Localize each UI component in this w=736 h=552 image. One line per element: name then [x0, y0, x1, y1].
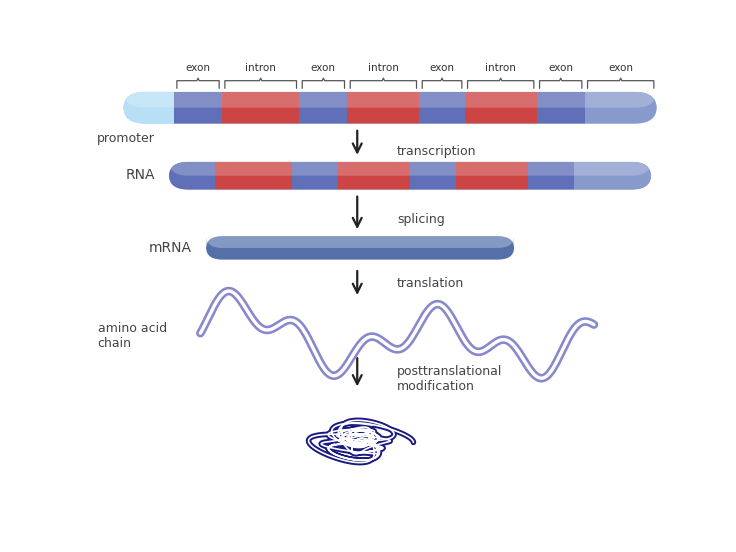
- Bar: [169, 162, 215, 189]
- Bar: [347, 92, 420, 124]
- Bar: [300, 92, 347, 124]
- Text: intron: intron: [368, 63, 399, 73]
- Bar: [222, 92, 300, 124]
- Text: amino acid
chain: amino acid chain: [98, 322, 167, 350]
- Bar: [338, 162, 410, 189]
- Bar: [537, 92, 584, 124]
- FancyBboxPatch shape: [169, 162, 651, 189]
- Text: intron: intron: [485, 63, 516, 73]
- FancyBboxPatch shape: [206, 236, 514, 259]
- Text: exon: exon: [430, 63, 455, 73]
- Text: exon: exon: [311, 63, 336, 73]
- Text: transcription: transcription: [397, 145, 477, 158]
- Bar: [420, 92, 464, 124]
- Bar: [410, 162, 456, 189]
- Text: exon: exon: [608, 63, 633, 73]
- Bar: [574, 162, 651, 189]
- Text: posttranslational
modification: posttranslational modification: [397, 365, 503, 392]
- FancyBboxPatch shape: [124, 92, 657, 124]
- FancyBboxPatch shape: [124, 91, 657, 108]
- Text: exon: exon: [548, 63, 573, 73]
- Bar: [528, 162, 574, 189]
- Bar: [174, 92, 222, 124]
- Bar: [292, 162, 338, 189]
- Bar: [584, 92, 657, 124]
- Text: splicing: splicing: [397, 213, 445, 226]
- Text: translation: translation: [397, 277, 464, 289]
- Text: intron: intron: [245, 63, 276, 73]
- Text: mRNA: mRNA: [149, 241, 192, 255]
- FancyBboxPatch shape: [206, 236, 514, 248]
- FancyBboxPatch shape: [169, 161, 651, 176]
- Bar: [215, 162, 292, 189]
- Text: promoter: promoter: [96, 132, 155, 145]
- Bar: [124, 92, 174, 124]
- Bar: [456, 162, 528, 189]
- Bar: [464, 92, 537, 124]
- Text: exon: exon: [185, 63, 210, 73]
- Text: RNA: RNA: [125, 168, 155, 183]
